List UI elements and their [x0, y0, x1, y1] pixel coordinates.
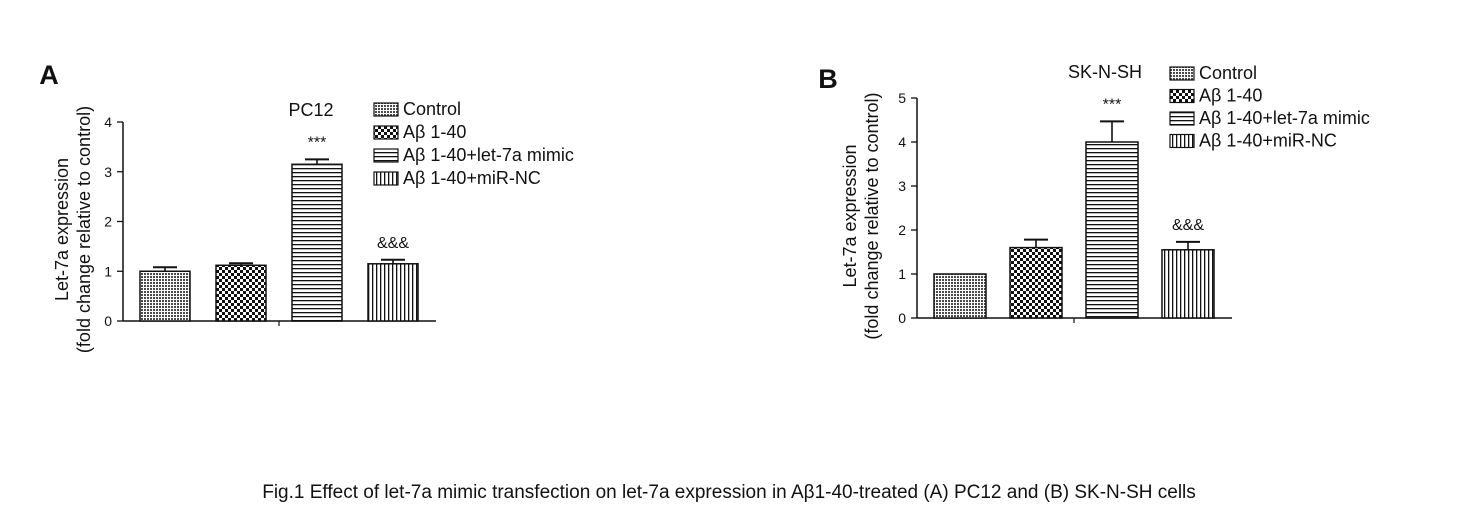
panel-b-label: B: [818, 64, 838, 94]
panel-a-y-axis-label: Let-7a expression: [52, 158, 72, 301]
panel-b-legend-label-1: Control: [1199, 63, 1257, 83]
panel-a-title: PC12: [288, 100, 333, 120]
panel-b-y-tick-label: 4: [898, 134, 906, 150]
panel-a-legend-label-4: Aβ 1-40+miR-NC: [403, 168, 541, 188]
panel-b-bar-4: [1161, 249, 1215, 319]
panel-b-legend-swatch-1: [1169, 66, 1195, 81]
panel-a-y-tick-label: 1: [104, 263, 112, 279]
panel-b-legend-swatch-4: [1169, 133, 1195, 149]
panel-b-y-axis-label: (fold change relative to control): [862, 92, 882, 339]
panel-b-annotation-3: ***: [1103, 96, 1122, 113]
panel-b-bar-1: [933, 273, 987, 319]
panel-a-bar-1: [139, 270, 191, 322]
panel-b-legend-label-2: Aβ 1-40: [1199, 86, 1262, 106]
panel-a-bar-3: [291, 163, 343, 322]
panel-b-y-tick-label: 3: [898, 178, 906, 194]
panel-b-title: SK-N-SH: [1068, 62, 1142, 82]
figure-caption: Fig.1 Effect of let-7a mimic transfectio…: [262, 482, 1196, 503]
panel-a-y-tick-label: 0: [104, 313, 112, 329]
panel-a-legend-label-2: Aβ 1-40: [403, 122, 466, 142]
panel-a-legend-label-3: Aβ 1-40+let-7a mimic: [403, 145, 574, 165]
panel-a-y-tick-label: 3: [104, 164, 112, 180]
panel-b-legend-swatch-3: [1169, 111, 1195, 126]
panel-a-y-tick-label: 2: [104, 214, 112, 230]
panel-a-legend-swatch-1: [373, 102, 399, 117]
panel-b-y-tick-label: 2: [898, 222, 906, 238]
panel-b-bar-3: [1085, 141, 1139, 319]
panel-a-legend-swatch-4: [373, 171, 399, 186]
panel-a-bar-4: [367, 263, 419, 322]
panel-b-bar-2: [1009, 246, 1063, 319]
panel-b-y-tick-label: 0: [898, 310, 906, 326]
panel-b-annotation-4: &&&: [1172, 217, 1204, 234]
panel-b-legend-label-4: Aβ 1-40+miR-NC: [1199, 131, 1337, 151]
panel-a-annotation-4: &&&: [377, 235, 409, 252]
panel-a-y-axis-label: (fold change relative to control): [74, 106, 94, 353]
panel-b-y-tick-label: 5: [898, 90, 906, 106]
panel-b-legend-label-3: Aβ 1-40+let-7a mimic: [1199, 108, 1370, 128]
panel-b-y-tick-label: 1: [898, 266, 906, 282]
panel-b-y-axis-label: Let-7a expression: [840, 144, 860, 287]
panel-a-legend-swatch-3: [373, 148, 399, 163]
panel-a-annotation-3: ***: [308, 134, 327, 151]
panel-a-label: A: [39, 60, 59, 90]
panel-a-bar-2: [215, 264, 267, 322]
panel-a-y-tick-label: 4: [104, 114, 112, 130]
panel-a-legend-label-1: Control: [403, 99, 461, 119]
panel-a-legend-swatch-2: [373, 125, 399, 140]
panel-b-legend-swatch-2: [1169, 88, 1195, 104]
